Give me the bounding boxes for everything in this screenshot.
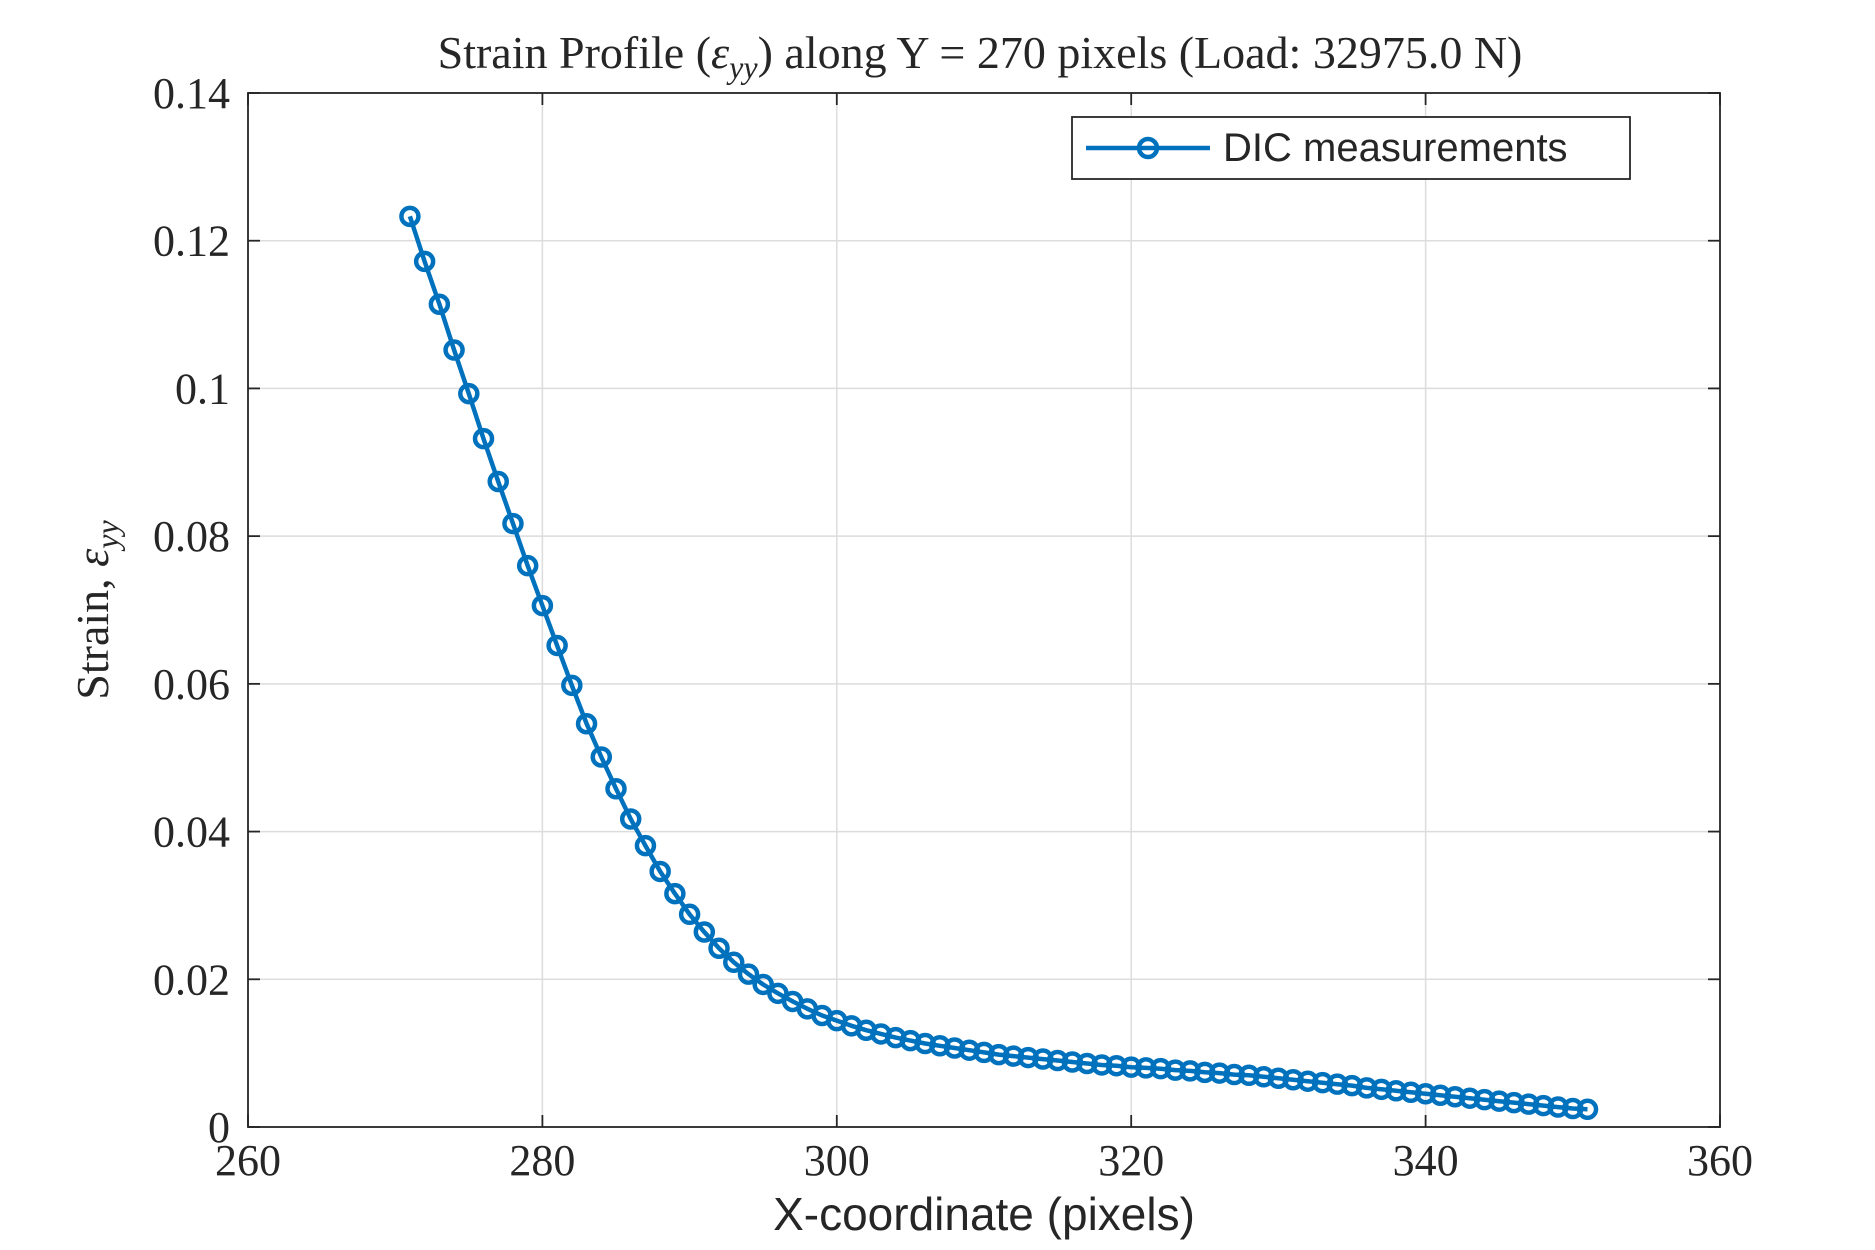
- data-point: [399, 205, 421, 228]
- y-axis-label: Strain, εyy: [67, 519, 125, 699]
- data-point: [634, 834, 657, 857]
- y-tick-label: 0.06: [153, 660, 230, 709]
- data-point: [575, 712, 598, 735]
- data-point: [678, 903, 701, 926]
- y-tick-label: 0.08: [153, 512, 230, 561]
- x-axis-label: X-coordinate (pixels): [773, 1188, 1195, 1240]
- grid: [247, 92, 1721, 1128]
- data-point: [561, 674, 583, 697]
- data-point: [472, 427, 495, 450]
- legend-entry-dic-measurements: DIC measurements: [1223, 126, 1568, 170]
- data-point: [458, 382, 480, 405]
- data-point: [443, 339, 465, 361]
- data-point: [428, 293, 451, 315]
- data-point: [723, 951, 745, 974]
- series-dic-measurements: [399, 205, 1599, 1121]
- data-point: [531, 594, 554, 617]
- y-tick-label: 0: [208, 1103, 230, 1152]
- y-tick-label: 0.12: [153, 217, 230, 266]
- data-point: [546, 634, 568, 657]
- data-point: [590, 746, 613, 768]
- y-tick-label: 0.14: [153, 69, 230, 118]
- data-point: [664, 882, 686, 905]
- data-point: [619, 808, 642, 830]
- y-tick-label: 0.04: [153, 808, 230, 857]
- data-point: [605, 777, 627, 800]
- y-tick-label: 0.02: [153, 955, 230, 1004]
- data-point: [413, 250, 436, 273]
- x-tick-label: 320: [1098, 1136, 1164, 1185]
- legend: DIC measurements: [1071, 116, 1631, 180]
- x-tick-label: 300: [804, 1136, 870, 1185]
- data-point: [502, 512, 524, 535]
- x-tick-label: 340: [1393, 1136, 1459, 1185]
- plot-frame: [247, 92, 1721, 1128]
- x-tick-label: 280: [509, 1136, 575, 1185]
- chart-title: Strain Profile (εyy) along Y = 270 pixel…: [438, 27, 1523, 85]
- y-tick-label: 0.1: [175, 364, 230, 413]
- data-point: [1576, 1098, 1599, 1121]
- series-line: [407, 215, 1588, 1112]
- data-point: [649, 860, 671, 883]
- x-tick-label: 360: [1687, 1136, 1753, 1185]
- data-point: [752, 973, 774, 996]
- data-point: [516, 554, 539, 577]
- x-tick-label: 260: [215, 1136, 281, 1185]
- legend-marker-icon: [1136, 136, 1160, 160]
- data-point: [737, 963, 760, 985]
- axes-ticks: 260 280 300 320 340 360 0 0.02 0.04 0.06 0.08 0.1 0.…: [153, 69, 1753, 1185]
- data-point: [487, 470, 509, 493]
- data-point: [693, 921, 716, 943]
- data-point: [708, 937, 730, 960]
